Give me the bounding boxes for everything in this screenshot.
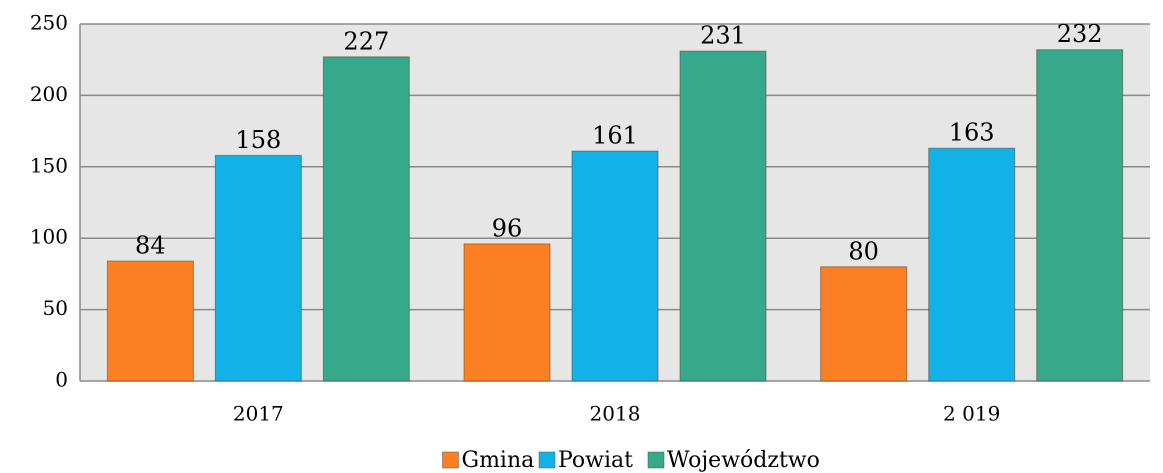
value-label: 231 [700,22,746,50]
bar [322,56,410,382]
bar [928,147,1016,382]
value-label: 158 [235,126,281,154]
value-label: 84 [135,232,166,260]
legend-swatch [647,451,665,469]
y-tick-label: 150 [30,153,68,177]
bar [1036,49,1124,382]
value-label: 161 [592,122,638,150]
bar [106,260,194,382]
bar [820,266,908,382]
bar [214,154,302,382]
value-label: 96 [492,214,523,242]
legend-label: Gmina [462,448,535,473]
x-tick-label: 2017 [233,402,284,426]
y-tick-label: 50 [43,296,68,320]
y-tick-label: 0 [55,368,68,392]
legend-swatch [442,451,459,469]
value-label: 163 [949,119,995,147]
y-tick-label: 100 [30,225,68,249]
value-label: 80 [848,237,879,265]
x-tick-label: 2 019 [943,402,1000,426]
bar [463,243,551,382]
value-label: 232 [1057,20,1103,48]
legend-label: Województwo [667,448,820,473]
value-label: 227 [343,27,389,55]
bar [679,50,767,382]
x-tick-label: 2018 [590,402,641,426]
legend-label: Powiat [558,448,633,473]
legend-swatch [538,451,556,469]
y-tick-label: 200 [30,82,68,106]
y-tick-label: 250 [30,11,68,35]
bar [571,150,659,382]
